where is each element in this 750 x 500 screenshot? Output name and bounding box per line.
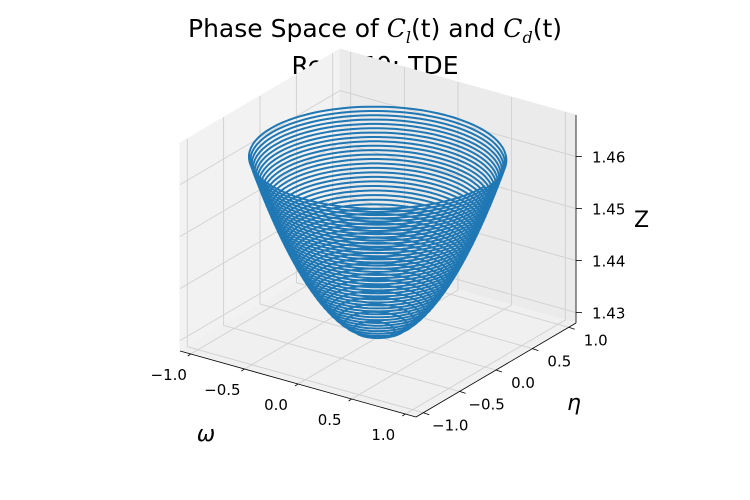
z-axis-label: Z — [634, 208, 649, 233]
z-tick-label: 1.44 — [592, 253, 625, 271]
chart-title-line1: Phase Space of Cl(t) and Cd(t) — [188, 14, 562, 47]
y-tick-mark — [532, 348, 539, 352]
x-tick-label: −0.5 — [204, 381, 240, 399]
y-tick-mark — [568, 326, 575, 330]
x-tick-label: 0.5 — [318, 411, 342, 429]
grid-line-x — [351, 97, 513, 400]
grid-line-x — [405, 112, 566, 415]
series-trajectory — [248, 105, 508, 340]
tick-marks — [187, 156, 582, 417]
grid-line-z — [179, 90, 577, 185]
y-tick-mark — [495, 369, 503, 373]
grid-line-x — [244, 67, 405, 370]
y-tick-label: 0.0 — [511, 374, 535, 392]
grid-line-z — [179, 194, 577, 289]
y-tick-label: 0.5 — [547, 353, 571, 371]
y-tick-mark — [423, 412, 430, 416]
x-tick-mark — [402, 413, 406, 417]
z-tick-label: 1.46 — [592, 149, 625, 167]
y-tick-mark — [459, 390, 466, 394]
grid-line-y — [186, 138, 424, 414]
x-tick-mark — [241, 368, 245, 372]
x-axis-label: ω — [197, 422, 215, 447]
series-line — [248, 105, 508, 340]
y-tick-label: −1.0 — [432, 417, 468, 435]
x-tick-label: −1.0 — [151, 366, 187, 384]
grid-line-y — [223, 117, 460, 392]
x-tick-label: 1.0 — [371, 426, 395, 444]
x-tick-mark — [348, 398, 352, 402]
y-tick-label: 1.0 — [584, 331, 608, 349]
x-tick-mark — [294, 383, 299, 387]
x-tick-mark — [187, 353, 191, 357]
z-tick-label: 1.45 — [592, 201, 625, 219]
z-tick-label: 1.43 — [592, 305, 625, 323]
y-tick-label: −0.5 — [468, 395, 504, 413]
grid-line-y — [259, 96, 497, 371]
y-axis-label: η — [567, 391, 581, 416]
tick-labels: −1.0−0.50.00.51.0−1.0−0.50.00.51.01.431.… — [151, 149, 650, 447]
x-tick-label: 0.0 — [264, 396, 288, 414]
